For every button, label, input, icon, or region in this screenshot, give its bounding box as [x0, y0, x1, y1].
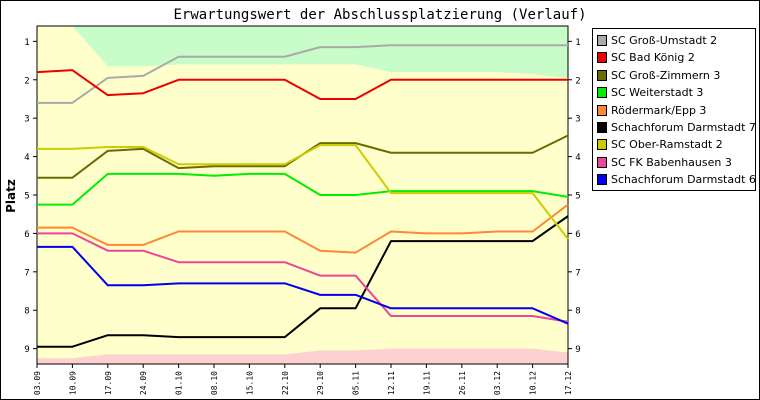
legend-swatch [597, 122, 607, 133]
legend-label: Rödermark/Epp 3 [611, 103, 707, 117]
x-tick-label: 10.09 [68, 371, 77, 395]
legend-label: SC Groß-Zimmern 3 [611, 68, 721, 82]
y-tick-label-left: 2 [24, 76, 29, 86]
x-tick-label: 10.12 [529, 371, 538, 395]
x-tick-label: 29.10 [316, 371, 325, 395]
y-tick-label-left: 4 [24, 153, 29, 163]
legend-label: SC Bad König 2 [611, 51, 695, 65]
x-tick-label: 05.11 [352, 371, 361, 395]
y-tick-label-right: 4 [575, 153, 580, 163]
y-tick-label-right: 7 [575, 268, 580, 278]
x-tick-label: 15.10 [245, 371, 254, 395]
legend-swatch [597, 104, 607, 116]
chart-title: Erwartungswert der Abschlussplatzierung … [173, 7, 586, 23]
axes: 1 1 2 2 3 3 4 4 5 5 6 6 7 7 8 8 9 9 03.09 10.09 17.09 24.09 01… [24, 38, 580, 395]
legend-swatch [597, 35, 607, 46]
y-tick-label-left: 5 [24, 192, 29, 202]
x-tick-label: 19.11 [422, 371, 431, 395]
legend-label: SC Ober-Ramstadt 2 [611, 138, 723, 152]
y-tick-label-right: 1 [575, 38, 580, 48]
legend: SC Groß-Umstadt 2 SC Bad König 2 SC Groß-Z… [592, 28, 756, 191]
y-tick-label-right: 6 [575, 230, 580, 240]
x-tick-label: 08.10 [210, 371, 219, 395]
series-line-schachforum-darmstadt-7 [37, 215, 569, 348]
y-tick-label-left: 6 [24, 230, 29, 240]
series-line-sc-bad-k-nig-2 [36, 69, 568, 100]
legend-swatch [597, 52, 607, 64]
y-tick-label-right: 9 [575, 345, 580, 355]
series-lines [36, 44, 569, 348]
x-tick-label: 26.11 [458, 371, 467, 395]
series-line-sc-gro-umstadt-2 [37, 44, 568, 104]
legend-swatch [597, 69, 607, 81]
y-tick-label-left: 1 [24, 38, 29, 48]
x-tick-label: 03.09 [33, 371, 42, 395]
series-line-schachforum-darmstadt-6 [37, 245, 569, 325]
x-tick-label: 24.09 [139, 371, 148, 395]
x-tick-label: 01.10 [175, 371, 184, 395]
y-tick-label-left: 3 [24, 115, 29, 125]
legend-label: SC Groß-Umstadt 2 [611, 34, 718, 47]
legend-swatch [597, 174, 607, 186]
legend-swatch [597, 139, 607, 151]
x-tick-label: 17.12 [564, 371, 573, 395]
background-bands [37, 26, 568, 364]
x-tick-label: 17.09 [104, 371, 113, 395]
y-axis-label: Platz [4, 179, 18, 213]
y-tick-label-right: 3 [575, 115, 580, 125]
legend-swatch [597, 156, 607, 168]
y-tick-label-left: 7 [24, 268, 29, 278]
y-tick-label-left: 8 [24, 307, 29, 317]
series-line-sc-fk-babenhausen-3 [37, 232, 569, 323]
y-tick-label-right: 8 [575, 307, 580, 317]
x-tick-label: 03.12 [493, 371, 502, 395]
x-tick-label: 12.11 [387, 371, 396, 395]
legend-swatch [597, 87, 607, 99]
y-tick-label-left: 9 [24, 345, 29, 355]
legend-label: Schachforum Darmstadt 7 [611, 121, 756, 134]
band-bottom [37, 348, 568, 364]
y-tick-label-right: 2 [575, 76, 580, 86]
y-tick-label-right: 5 [575, 192, 580, 202]
x-tick-label: 22.10 [281, 371, 290, 395]
series-line-sc-ober-ramstadt-2 [37, 144, 569, 240]
legend-label: Schachforum Darmstadt 6 [611, 173, 756, 187]
legend-label: SC Weiterstadt 3 [611, 86, 704, 100]
legend-label: SC FK Babenhausen 3 [611, 155, 732, 169]
series-line-r-dermark-epp-3 [37, 203, 569, 254]
series-line-sc-weiterstadt-3 [37, 172, 569, 206]
